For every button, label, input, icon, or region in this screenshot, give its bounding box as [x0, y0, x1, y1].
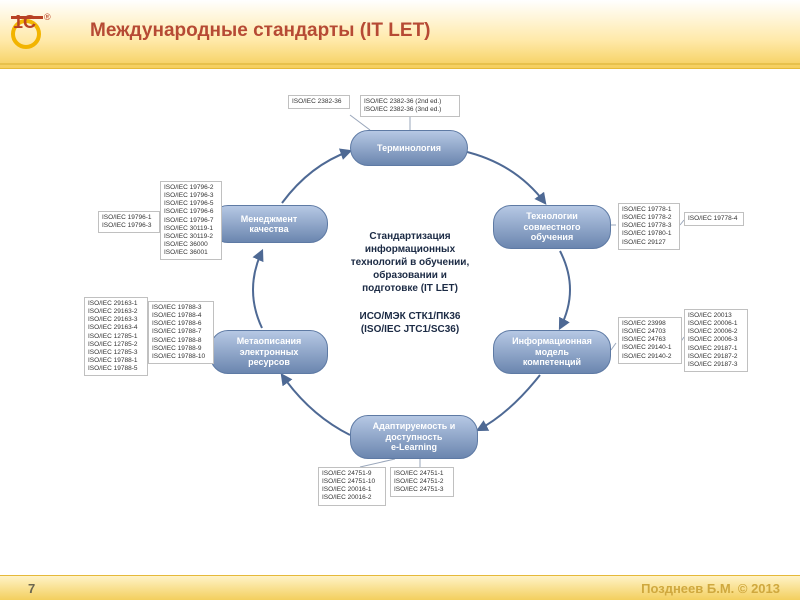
standards-item: ISO/IEC 29163-4 — [88, 324, 144, 332]
standards-item: ISO/IEC 20006-2 — [688, 328, 744, 336]
standards-box-sb_comp_r: ISO/IEC 20013ISO/IEC 20006-1ISO/IEC 2000… — [684, 309, 748, 372]
node-collab-label: Технологиисовместногообучения — [524, 211, 581, 242]
standards-item: ISO/IEC 19796-2 — [164, 184, 218, 192]
node-meta: Метаописанияэлектронныхресурсов — [210, 330, 328, 374]
standards-item: ISO/IEC 36000 — [164, 241, 218, 249]
standards-item: ISO/IEC 19778-1 — [622, 206, 676, 214]
standards-box-sb_adapt_r: ISO/IEC 24751-1ISO/IEC 24751-2ISO/IEC 24… — [390, 467, 454, 497]
standards-item: ISO/IEC 29163-3 — [88, 316, 144, 324]
standards-item: ISO/IEC 36001 — [164, 249, 218, 257]
standards-item: ISO/IEC 20016-2 — [322, 494, 382, 502]
standards-item: ISO/IEC 24763 — [622, 336, 678, 344]
standards-item: ISO/IEC 19788-1 — [88, 357, 144, 365]
node-quality: Менеджменткачества — [210, 205, 328, 243]
standards-item: ISO/IEC 19780-1 — [622, 230, 676, 238]
standards-item: ISO/IEC 20013 — [688, 312, 744, 320]
standards-item: ISO/IEC 19788-9 — [152, 345, 210, 353]
node-adapt: Адаптируемость идоступностьe-Learning — [350, 415, 478, 459]
slide-title: Международные стандарты (IT LET) — [90, 20, 431, 42]
standards-item: ISO/IEC 19796-3 — [102, 222, 156, 230]
center-line4: образовании и — [373, 270, 447, 281]
standards-item: ISO/IEC 24751-2 — [394, 478, 450, 486]
center-line5: подготовке (IT LET) — [362, 283, 458, 294]
standards-item: ISO/IEC 12785-1 — [88, 333, 144, 341]
logo-1c: 1C ® — [8, 6, 56, 54]
standards-box-sb_qual_right: ISO/IEC 19796-2ISO/IEC 19796-3ISO/IEC 19… — [160, 181, 222, 260]
node-competency-label: Информационнаямоделькомпетенций — [512, 336, 592, 367]
standards-item: ISO/IEC 19788-10 — [152, 353, 210, 361]
standards-item: ISO/IEC 29140-2 — [622, 353, 678, 361]
standards-box-sb_adapt_l: ISO/IEC 24751-9ISO/IEC 24751-10ISO/IEC 2… — [318, 467, 386, 506]
standards-item: ISO/IEC 24751-10 — [322, 478, 382, 486]
standards-item: ISO/IEC 2382-36 (3nd ed.) — [364, 106, 456, 114]
standards-item: ISO/IEC 20006-3 — [688, 336, 744, 344]
standards-item: ISO/IEC 19788-4 — [152, 312, 210, 320]
standards-item: ISO/IEC 2382-36 (2nd ed.) — [364, 98, 456, 106]
page-number: 7 — [28, 581, 35, 596]
standards-box-sb_term_right: ISO/IEC 2382-36 (2nd ed.)ISO/IEC 2382-36… — [360, 95, 460, 117]
standards-item: ISO/IEC 30119-1 — [164, 225, 218, 233]
standards-item: ISO/IEC 20016-1 — [322, 486, 382, 494]
standards-box-sb_collab_l: ISO/IEC 19778-1ISO/IEC 19778-2ISO/IEC 19… — [618, 203, 680, 250]
standards-item: ISO/IEC 2382-36 — [292, 98, 346, 106]
node-terminology: Терминология — [350, 130, 468, 166]
standards-item: ISO/IEC 24703 — [622, 328, 678, 336]
standards-box-sb_qual_left: ISO/IEC 19796-1ISO/IEC 19796-3 — [98, 211, 160, 233]
standards-item: ISO/IEC 19796-7 — [164, 217, 218, 225]
standards-item: ISO/IEC 29163-1 — [88, 300, 144, 308]
center-line2: информационных — [365, 244, 455, 255]
node-meta-label: Метаописанияэлектронныхресурсов — [237, 336, 302, 367]
standards-item: ISO/IEC 29127 — [622, 239, 676, 247]
standards-item: ISO/IEC 24751-3 — [394, 486, 450, 494]
standards-item: ISO/IEC 19796-1 — [102, 214, 156, 222]
node-adapt-label: Адаптируемость идоступностьe-Learning — [373, 421, 456, 452]
standards-box-sb_term_left: ISO/IEC 2382-36 — [288, 95, 350, 109]
standards-item: ISO/IEC 19788-8 — [152, 337, 210, 345]
standards-item: ISO/IEC 19778-2 — [622, 214, 676, 222]
standards-item: ISO/IEC 19778-3 — [622, 222, 676, 230]
diagram-canvas: Стандартизация информационных технологий… — [0, 85, 800, 545]
standards-item: ISO/IEC 20006-1 — [688, 320, 744, 328]
center-sub1: ИСО/МЭК СТК1/ПК36 — [360, 311, 461, 322]
standards-box-sb_collab_r: ISO/IEC 19778-4 — [684, 212, 744, 226]
node-competency: Информационнаямоделькомпетенций — [493, 330, 611, 374]
standards-item: ISO/IEC 19796-3 — [164, 192, 218, 200]
node-quality-label: Менеджменткачества — [241, 214, 298, 235]
standards-item: ISO/IEC 30119-2 — [164, 233, 218, 241]
node-terminology-label: Терминология — [377, 143, 441, 153]
standards-item: ISO/IEC 19796-5 — [164, 200, 218, 208]
standards-item: ISO/IEC 19796-6 — [164, 208, 218, 216]
standards-item: ISO/IEC 12785-3 — [88, 349, 144, 357]
standards-item: ISO/IEC 12785-2 — [88, 341, 144, 349]
standards-item: ISO/IEC 29163-2 — [88, 308, 144, 316]
header-separator — [0, 63, 800, 65]
standards-item: ISO/IEC 19778-4 — [688, 215, 740, 223]
standards-box-sb_meta_l: ISO/IEC 29163-1ISO/IEC 29163-2ISO/IEC 29… — [84, 297, 148, 376]
standards-item: ISO/IEC 19788-5 — [88, 365, 144, 373]
center-line3: технологий в обучении, — [351, 257, 469, 268]
footer-author: Позднеев Б.М. © 2013 — [641, 581, 780, 596]
center-sub2: (ISO/IEC JTC1/SC36) — [361, 324, 459, 335]
standards-item: ISO/IEC 19788-3 — [152, 304, 210, 312]
center-sub: ИСО/МЭК СТК1/ПК36 (ISO/IEC JTC1/SC36) — [330, 310, 490, 336]
standards-item: ISO/IEC 29187-1 — [688, 345, 744, 353]
center-title: Стандартизация информационных технологий… — [330, 230, 490, 295]
svg-text:®: ® — [44, 12, 51, 22]
standards-item: ISO/IEC 24751-1 — [394, 470, 450, 478]
standards-item: ISO/IEC 19788-6 — [152, 320, 210, 328]
standards-item: ISO/IEC 24751-9 — [322, 470, 382, 478]
standards-item: ISO/IEC 29187-2 — [688, 353, 744, 361]
standards-item: ISO/IEC 19788-7 — [152, 328, 210, 336]
standards-item: ISO/IEC 29140-1 — [622, 344, 678, 352]
standards-box-sb_meta_r: ISO/IEC 19788-3ISO/IEC 19788-4ISO/IEC 19… — [148, 301, 214, 364]
standards-item: ISO/IEC 23998 — [622, 320, 678, 328]
standards-item: ISO/IEC 29187-3 — [688, 361, 744, 369]
standards-box-sb_comp_l: ISO/IEC 23998ISO/IEC 24703ISO/IEC 24763I… — [618, 317, 682, 364]
svg-text:1C: 1C — [13, 12, 36, 32]
center-line1: Стандартизация — [369, 231, 450, 242]
node-collab: Технологиисовместногообучения — [493, 205, 611, 249]
logo-1c-icon: 1C ® — [8, 6, 56, 54]
